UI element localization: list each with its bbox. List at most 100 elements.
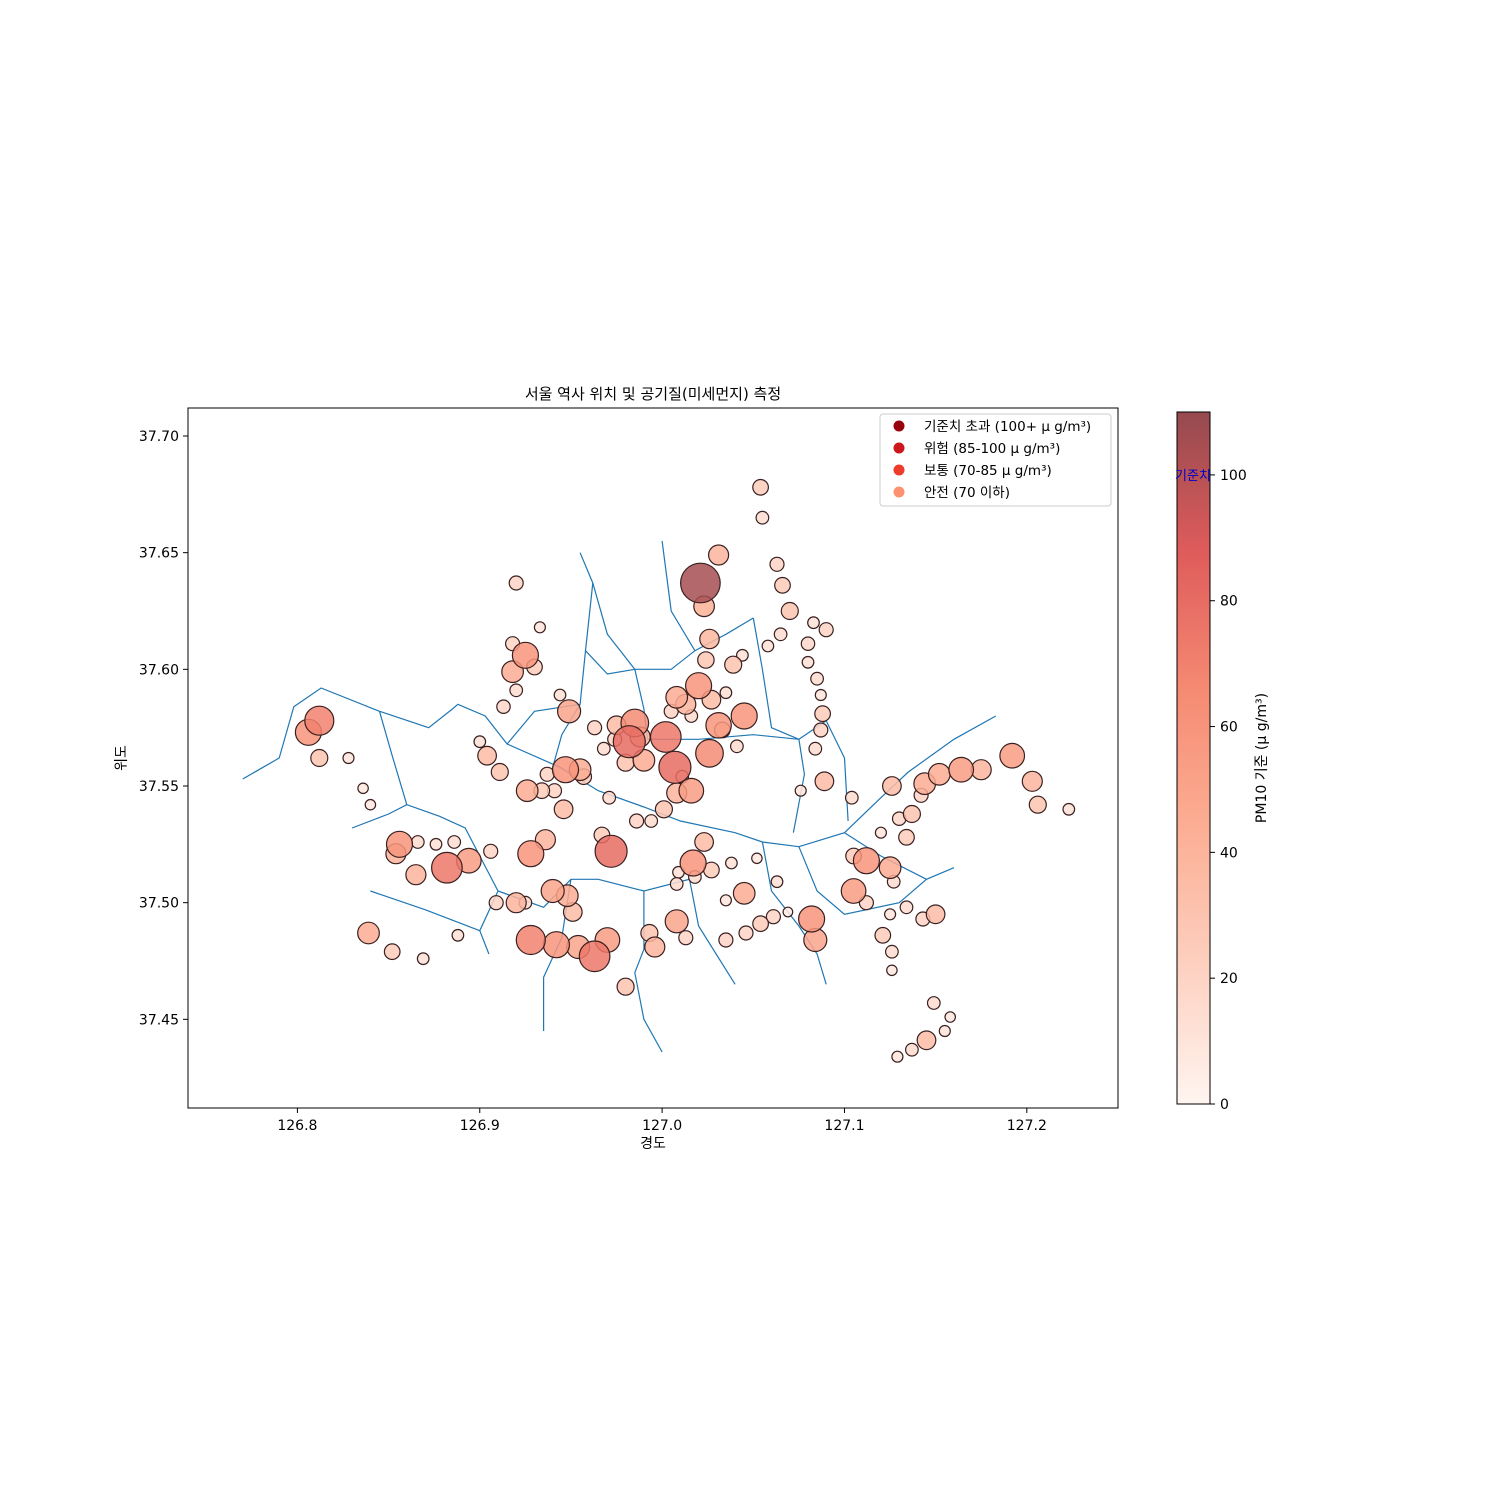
station-marker [707, 544, 730, 566]
y-tick-label: 37.60 [139, 662, 179, 678]
station-marker [732, 881, 756, 905]
x-axis: 126.8 126.9 127.0 127.1 127.2 [277, 1108, 1047, 1134]
colorbar-tick-label: 80 [1220, 594, 1238, 610]
station-marker [678, 930, 694, 946]
station-marker [801, 655, 815, 669]
station-marker [473, 735, 487, 749]
legend-marker [893, 442, 905, 454]
district-boundaries [242, 540, 997, 1053]
station-marker [551, 756, 580, 784]
station-marker [1062, 802, 1076, 816]
chart-title-text: 서울 역사 위치 및 공기질(미세먼지) 측정 [525, 385, 781, 403]
station-marker [431, 851, 463, 884]
station-marker [814, 688, 827, 702]
station-marker [794, 784, 807, 797]
station-marker [511, 641, 540, 669]
station-marker [705, 711, 732, 739]
district-boundary-line [798, 719, 849, 822]
station-marker [616, 977, 635, 996]
station-marker [649, 721, 682, 753]
y-axis-label: 위도 [114, 745, 130, 771]
colorbar-threshold-label: 기준치 [1175, 469, 1211, 484]
station-marker [808, 741, 823, 756]
district-boundary-line [752, 617, 806, 833]
station-marker [694, 832, 714, 852]
station-marker [483, 843, 499, 859]
y-tick-label: 37.55 [139, 779, 179, 795]
station-marker [357, 782, 369, 795]
station-marker [751, 852, 763, 865]
district-boundary-line [761, 841, 827, 985]
station-marker [844, 790, 859, 805]
colorbar-gradient [1176, 411, 1211, 1105]
legend-box [879, 413, 1112, 507]
station-marker [886, 964, 898, 977]
chart-title: 서울 역사 위치 및 공기질(미세먼지) 측정 [525, 385, 781, 403]
station-marker [813, 722, 829, 738]
station-marker [970, 759, 992, 781]
station-marker [508, 575, 524, 591]
district-boundary-line [634, 891, 663, 1053]
station-marker [654, 800, 674, 819]
station-marker [684, 672, 713, 700]
station-marker [874, 926, 892, 944]
station-marker [644, 936, 666, 958]
x-tick-label: 127.2 [1007, 1118, 1047, 1134]
station-marker [814, 705, 831, 723]
legend-label: 보통 (70-85 μ g/m³) [924, 463, 1052, 479]
station-marker [773, 627, 788, 642]
station-marker [594, 834, 628, 868]
station-marker [669, 877, 684, 891]
station-marker [1028, 795, 1047, 814]
station-marker [553, 799, 574, 820]
station-marker [612, 725, 646, 759]
district-boundary-line [661, 540, 696, 652]
station-marker [902, 804, 922, 824]
station-marker [730, 739, 744, 754]
station-marker [447, 835, 462, 849]
station-marker [807, 616, 820, 630]
colorbar-tick-label: 0 [1220, 1097, 1229, 1113]
legend-marker [893, 420, 905, 432]
district-boundary-line [370, 890, 481, 932]
station-marker [738, 925, 754, 941]
station-marker [769, 556, 785, 572]
station-marker [451, 928, 465, 942]
district-boundary-line [585, 650, 635, 675]
station-marker [429, 837, 443, 851]
station-marker [800, 636, 816, 651]
station-marker [724, 655, 743, 674]
station-marker [310, 748, 329, 768]
station-marker [899, 900, 914, 915]
station-marker [699, 628, 720, 650]
station-marker [1021, 770, 1043, 792]
station-marker [383, 943, 401, 961]
station-marker [658, 750, 692, 784]
map-plot-area [242, 478, 1076, 1063]
station-marker [730, 702, 758, 730]
station-marker [755, 510, 770, 525]
station-marker [926, 996, 941, 1010]
station-marker [885, 944, 899, 959]
station-marker [628, 813, 645, 829]
station-marker [944, 1011, 956, 1023]
station-markers [294, 478, 1076, 1063]
station-marker [810, 671, 824, 686]
station-marker [774, 576, 791, 594]
station-marker [927, 762, 951, 786]
station-marker [770, 875, 784, 889]
station-marker [898, 828, 915, 846]
legend-marker [893, 486, 905, 498]
station-marker [938, 1024, 951, 1038]
y-axis: 37.45 37.50 37.55 37.60 37.65 37.70 [139, 429, 188, 1028]
station-marker [410, 835, 425, 849]
station-marker [818, 622, 834, 638]
station-marker [477, 745, 498, 766]
district-boundary-line [552, 582, 594, 768]
station-marker [752, 478, 769, 496]
station-marker [542, 931, 571, 959]
colorbar: PM10 기준 (μ g/m³) 0 20 40 60 80 100 기준치 [1175, 411, 1270, 1113]
station-marker [515, 779, 539, 803]
station-marker [719, 686, 733, 700]
